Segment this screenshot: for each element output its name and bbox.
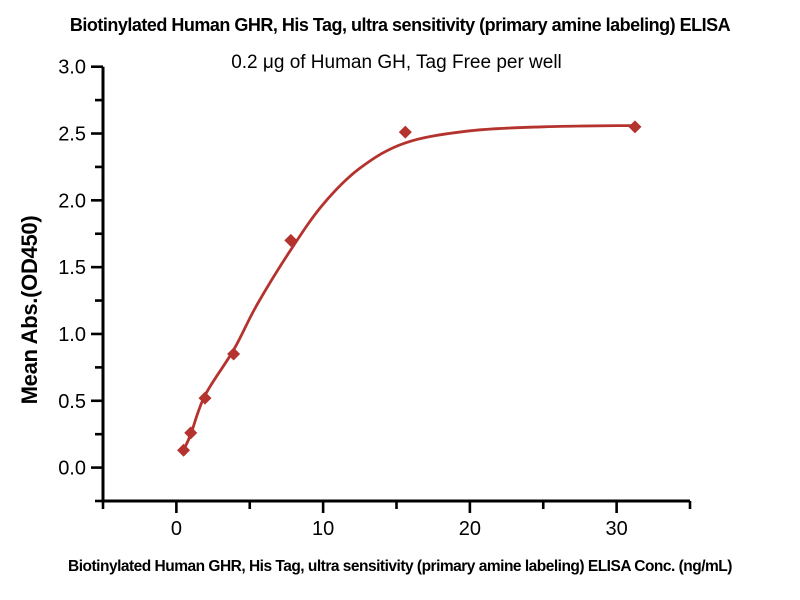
data-point-marker <box>628 120 642 134</box>
x-axis-title: Biotinylated Human GHR, His Tag, ultra s… <box>68 558 732 575</box>
data-point-marker <box>198 391 212 405</box>
y-tick-label: 3.0 <box>58 57 86 79</box>
y-tick-label: 2.0 <box>58 190 86 212</box>
data-point-marker <box>284 233 298 247</box>
x-tick-label: 10 <box>312 518 334 540</box>
data-point-marker <box>184 426 198 440</box>
y-tick-label: 0.5 <box>58 391 86 413</box>
chart-subtitle: 0.2 μg of Human GH, Tag Free per well <box>231 52 562 73</box>
y-tick-label: 0.0 <box>58 458 86 480</box>
y-tick-label: 1.5 <box>58 257 86 279</box>
x-tick-label: 20 <box>459 518 481 540</box>
data-point-marker <box>398 125 412 139</box>
data-point-marker <box>177 443 191 457</box>
x-tick-label: 30 <box>606 518 628 540</box>
chart-title: Biotinylated Human GHR, His Tag, ultra s… <box>69 15 731 35</box>
fit-curve <box>182 124 637 452</box>
y-tick-label: 2.5 <box>58 124 86 146</box>
data-point-marker <box>227 347 241 361</box>
x-tick-label: 0 <box>171 518 182 540</box>
y-tick-label: 1.0 <box>58 324 86 346</box>
